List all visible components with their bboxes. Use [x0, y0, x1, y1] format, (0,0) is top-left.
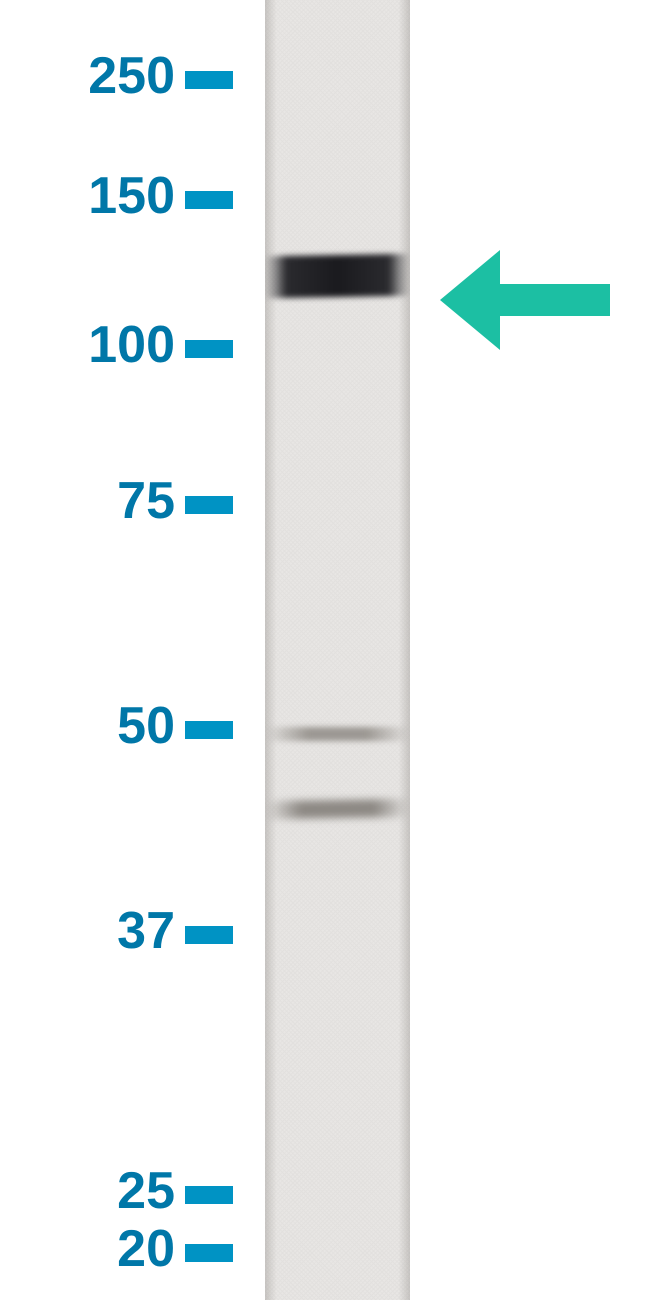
mw-marker-label: 75: [0, 471, 175, 531]
protein-band: [265, 254, 410, 299]
lane-noise-texture: [265, 0, 410, 1300]
mw-marker-tick: [185, 721, 233, 739]
mw-marker-label: 150: [0, 166, 175, 226]
mw-marker-tick: [185, 496, 233, 514]
mw-marker-label: 25: [0, 1161, 175, 1221]
mw-marker-label: 50: [0, 696, 175, 756]
mw-marker-label: 20: [0, 1219, 175, 1279]
mw-marker-tick: [185, 926, 233, 944]
protein-band: [265, 799, 410, 820]
mw-marker-label: 100: [0, 315, 175, 375]
target-band-arrow: [440, 250, 610, 350]
western-blot-figure: 250 150 100 75 50 37 2520: [0, 0, 650, 1300]
arrow-shaft: [500, 284, 610, 316]
protein-band: [265, 727, 410, 741]
mw-marker-tick: [185, 1244, 233, 1262]
blot-lane: [265, 0, 410, 1300]
mw-marker-tick: [185, 340, 233, 358]
mw-marker-tick: [185, 191, 233, 209]
mw-marker-tick: [185, 1186, 233, 1204]
mw-marker-label: 37: [0, 901, 175, 961]
mw-marker-label: 250: [0, 46, 175, 106]
mw-marker-tick: [185, 71, 233, 89]
arrow-head-icon: [440, 250, 500, 350]
